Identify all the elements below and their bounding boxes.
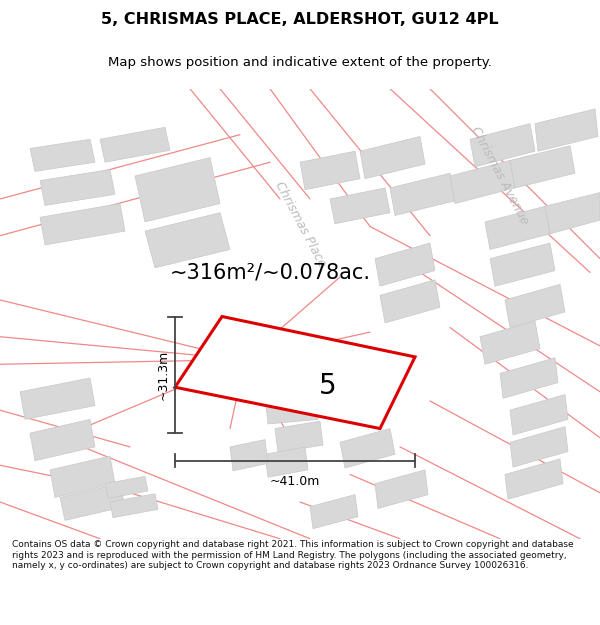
Text: 5, CHRISMAS PLACE, ALDERSHOT, GU12 4PL: 5, CHRISMAS PLACE, ALDERSHOT, GU12 4PL (101, 12, 499, 27)
Polygon shape (135, 158, 220, 222)
Polygon shape (480, 321, 540, 364)
Polygon shape (375, 470, 428, 509)
Polygon shape (330, 188, 390, 224)
Text: Map shows position and indicative extent of the property.: Map shows position and indicative extent… (108, 56, 492, 69)
Polygon shape (545, 192, 600, 234)
Text: ~31.3m: ~31.3m (157, 350, 170, 400)
Polygon shape (30, 139, 95, 171)
Polygon shape (470, 124, 535, 167)
Polygon shape (390, 173, 455, 216)
Polygon shape (510, 394, 568, 435)
Polygon shape (340, 429, 395, 468)
Polygon shape (230, 439, 268, 471)
Polygon shape (510, 427, 568, 467)
Polygon shape (490, 243, 555, 286)
Polygon shape (300, 151, 360, 190)
Polygon shape (265, 447, 308, 478)
Text: 5: 5 (319, 372, 337, 400)
Polygon shape (100, 127, 170, 162)
Text: Contains OS data © Crown copyright and database right 2021. This information is : Contains OS data © Crown copyright and d… (12, 541, 574, 570)
Polygon shape (510, 146, 575, 188)
Polygon shape (40, 204, 125, 245)
Polygon shape (500, 358, 558, 398)
Polygon shape (310, 494, 358, 529)
Text: ~316m²/~0.078ac.: ~316m²/~0.078ac. (170, 262, 371, 282)
Polygon shape (105, 476, 148, 498)
Polygon shape (30, 419, 95, 461)
Polygon shape (450, 161, 515, 204)
Polygon shape (50, 456, 115, 498)
Polygon shape (485, 206, 550, 249)
Polygon shape (375, 243, 435, 286)
Polygon shape (40, 169, 115, 206)
Polygon shape (360, 136, 425, 179)
Polygon shape (505, 284, 565, 328)
Polygon shape (20, 378, 95, 419)
Polygon shape (110, 494, 158, 518)
Polygon shape (265, 392, 318, 424)
Polygon shape (380, 280, 440, 323)
Polygon shape (60, 484, 125, 521)
Text: Chrismas Avenue: Chrismas Avenue (469, 125, 532, 228)
Text: ~41.0m: ~41.0m (270, 476, 320, 488)
Polygon shape (505, 459, 563, 499)
Polygon shape (175, 316, 415, 429)
Polygon shape (145, 213, 230, 268)
Polygon shape (275, 421, 323, 452)
Text: Chrismas Place: Chrismas Place (272, 179, 328, 270)
Polygon shape (535, 109, 598, 151)
